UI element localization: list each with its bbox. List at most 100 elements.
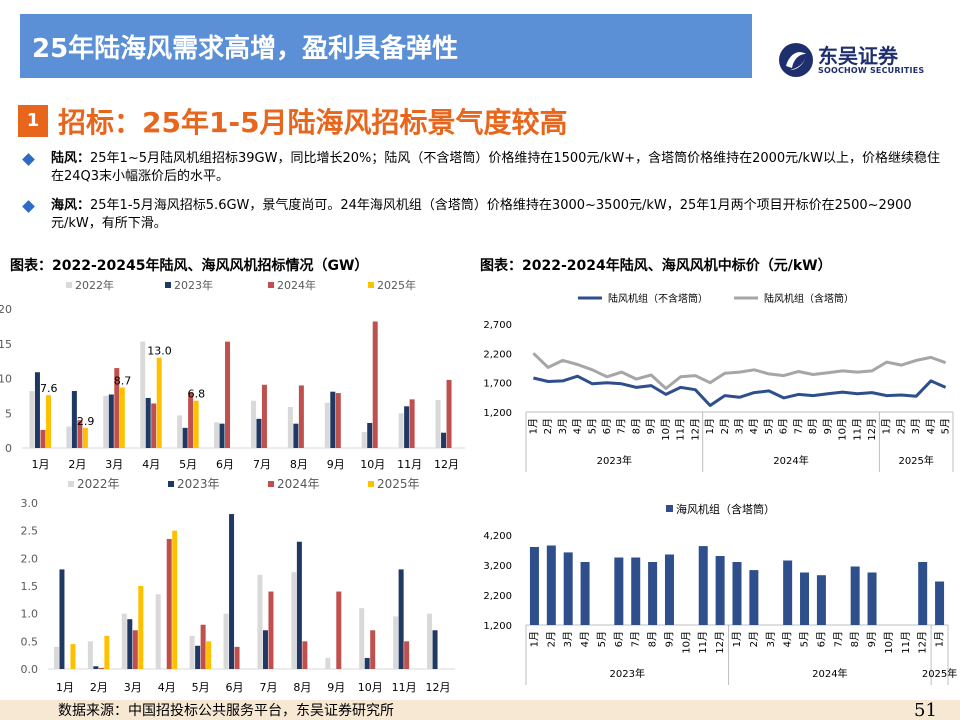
bar <box>257 574 263 669</box>
x-tick-label: 2月 <box>719 418 731 434</box>
x-tick-label: 8月 <box>647 631 659 647</box>
bar <box>132 630 138 669</box>
bar <box>664 554 674 625</box>
x-tick-label: 3月 <box>105 458 123 471</box>
bar <box>29 391 35 448</box>
x-tick-label: 10月 <box>680 631 692 654</box>
page-title: 25年陆海风需求高增，盈利具备弹性 <box>32 34 459 64</box>
bar <box>800 572 810 625</box>
logo-cn: 东吴证券 <box>818 44 898 68</box>
x-tick-label: 4月 <box>158 681 176 694</box>
x-tick-label: 2月 <box>68 458 86 471</box>
x-tick-label: 5月 <box>763 418 775 434</box>
bar <box>219 423 225 448</box>
bar <box>580 562 590 625</box>
legend-swatch <box>66 282 72 288</box>
bar <box>70 644 76 669</box>
bar <box>398 413 404 448</box>
legend-label: 2024年 <box>277 278 316 292</box>
bar <box>563 552 573 625</box>
bar <box>918 562 928 625</box>
bar <box>291 572 297 669</box>
bar <box>188 392 194 448</box>
bar <box>370 630 376 669</box>
x-tick-label: 12月 <box>434 458 459 471</box>
year-label: 2025年 <box>898 454 933 467</box>
year-label: 2024年 <box>773 454 808 467</box>
bar <box>335 393 341 448</box>
x-tick-label: 2月 <box>895 418 907 434</box>
x-tick-label: 6月 <box>216 458 234 471</box>
bar <box>749 570 759 625</box>
bullet-land-label: 陆风： <box>51 151 91 166</box>
y-tick-label: 0 <box>5 442 12 455</box>
bar <box>404 406 410 448</box>
x-tick-label: 9月 <box>822 418 834 434</box>
legend-label: 2022年 <box>77 477 120 491</box>
bar <box>529 547 539 625</box>
x-tick-label: 6月 <box>778 418 790 434</box>
x-tick-label: 11月 <box>675 418 687 441</box>
series-line <box>532 352 947 390</box>
bar <box>206 641 212 669</box>
x-tick-label: 4月 <box>925 418 937 434</box>
x-tick-label: 9月 <box>327 681 345 694</box>
bar <box>302 641 308 669</box>
x-tick-label: 8月 <box>807 418 819 434</box>
bar <box>172 530 178 669</box>
y-tick-label: 5 <box>5 407 12 420</box>
x-tick-label: 8月 <box>849 631 861 647</box>
x-tick-label: 4月 <box>748 418 760 434</box>
bar <box>145 397 151 448</box>
x-tick-label: 7月 <box>792 418 804 434</box>
bar <box>71 391 77 448</box>
land-tender-chart: 2022年 2023年 2024年 2025年 0 5 10 15 20 7.6 1月 2.9 2月 8.… <box>0 278 465 471</box>
bar <box>77 420 83 448</box>
x-tick-label: 9月 <box>663 631 675 647</box>
bar <box>361 432 367 448</box>
x-tick-label: 3月 <box>124 681 142 694</box>
bar <box>935 581 945 625</box>
x-tick-label: 10月 <box>358 681 383 694</box>
x-tick-label: 1月 <box>31 458 49 471</box>
bar <box>82 427 88 448</box>
year-label: 2025年 <box>922 667 957 680</box>
title-bar: 25年陆海风需求高增，盈利具备弹性 <box>20 14 752 78</box>
land-price-chart: 陆风机组（不含塔筒） 陆风机组（含塔筒） 1,200 1,700 2,200 2,700 1… <box>483 292 954 472</box>
y-tick-label: 3,200 <box>483 561 512 572</box>
logo: 东吴证券 SOOCHOW SECURITIES <box>778 40 938 80</box>
x-tick-label: 3月 <box>734 418 746 434</box>
x-tick-label: 9月 <box>645 418 657 434</box>
x-tick-label: 7月 <box>832 631 844 647</box>
x-tick-label: 8月 <box>630 418 642 434</box>
bar <box>166 538 172 669</box>
x-tick-label: 7月 <box>630 631 642 647</box>
bar <box>189 635 195 669</box>
logo-mark-icon <box>779 43 813 77</box>
legend-label: 2025年 <box>377 477 420 491</box>
x-tick-label: 12月 <box>714 631 726 654</box>
y-tick-label: 2,700 <box>483 320 512 331</box>
bullet-offshore-label: 海风： <box>51 198 91 213</box>
bar <box>296 541 302 669</box>
bar <box>98 667 104 669</box>
bar <box>234 646 240 669</box>
bar <box>398 569 404 669</box>
bar <box>441 432 447 448</box>
y-tick-label: 1.0 <box>21 608 39 621</box>
bar <box>631 557 641 625</box>
x-tick-label: 11月 <box>397 458 422 471</box>
x-tick-label: 9月 <box>327 458 345 471</box>
bar <box>229 514 235 669</box>
bar <box>298 385 304 448</box>
x-tick-label: 1月 <box>56 681 74 694</box>
x-tick-label: 4月 <box>579 631 591 647</box>
x-tick-label: 8月 <box>293 681 311 694</box>
data-label: 8.7 <box>114 375 132 388</box>
x-tick-label: 7月 <box>259 681 277 694</box>
legend-swatch <box>268 481 274 487</box>
bar <box>250 400 256 448</box>
bar <box>446 379 452 448</box>
legend-swatch <box>268 282 274 288</box>
